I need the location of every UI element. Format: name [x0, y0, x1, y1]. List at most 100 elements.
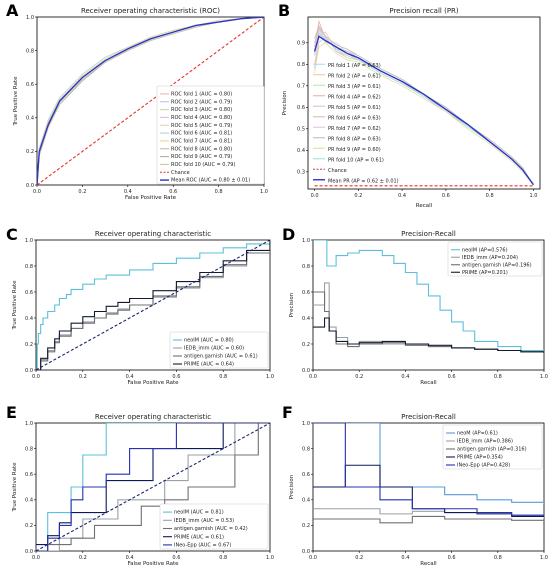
- legend-label: PRIME (AP=0.201): [462, 270, 508, 276]
- y-tick-label: 0.0: [302, 549, 310, 555]
- legend-label: ROC fold 1 (AUC = 0.80): [171, 92, 232, 98]
- legend-label: PR fold 1 (AP = 0.63): [328, 63, 381, 69]
- legend-label: Chance: [171, 170, 190, 176]
- panel-b: B Precision recall (PR) 0.0 0.2 0.4 0.6 0.8 1.0…: [278, 1, 541, 209]
- series-line-5: [36, 423, 270, 551]
- series-group: [313, 423, 544, 524]
- panel-a: A Receiver operating characteristic (ROC)…: [6, 1, 268, 201]
- x-tick-label: 0.8: [494, 555, 502, 561]
- panel-f: F Precision-Recall 0.0 0.2 0.4 0.6 0.8 1.0 0.0 0.…: [282, 403, 548, 567]
- legend: ROC fold 1 (AUC = 0.80)ROC fold 2 (AUC =…: [156, 85, 265, 185]
- legend: neoIM (AUC = 0.81) IEDB_imm (AUC = 0.53) a…: [159, 503, 269, 550]
- x-tick-label: 0.4: [124, 189, 132, 195]
- legend-label: PRIME (AUC = 0.61): [174, 534, 224, 540]
- chart-title: Precision recall (PR): [389, 7, 459, 15]
- legend-label: ROC fold 3 (AUC = 0.80): [171, 107, 232, 113]
- y-axis-label: Precision: [289, 292, 295, 317]
- legend-box: [156, 85, 265, 185]
- legend-label: antigen.garnish (AP=0.316): [457, 447, 527, 453]
- legend-label: neoM (AP=0.61): [457, 431, 498, 437]
- series-line-7: [314, 26, 534, 185]
- legend-label: ROC fold 2 (AUC = 0.79): [171, 99, 232, 105]
- series-group: [36, 423, 270, 551]
- legend-label: INeo-Epp (AUC = 0.67): [174, 543, 231, 549]
- panel-letter: E: [6, 403, 17, 422]
- x-tick-label: 1.0: [540, 555, 548, 561]
- y-tick-label: 0.6: [302, 472, 310, 478]
- legend-label: IEDB_imm (AP=0.204): [462, 255, 518, 261]
- legend-label: ROC fold 4 (AUC = 0.80): [171, 115, 232, 121]
- legend-label: PRIME (AP=0.354): [457, 455, 503, 461]
- x-tick-label: 0.8: [219, 374, 227, 380]
- x-tick-label: 0.4: [401, 555, 409, 561]
- legend-label: PR fold 6 (AP = 0.63): [328, 115, 381, 121]
- legend-label: PR fold 5 (AP = 0.61): [328, 105, 381, 111]
- legend-label: ROC fold 6 (AUC = 0.81): [171, 131, 232, 137]
- series-group: [313, 240, 544, 354]
- series-line-0: [36, 423, 270, 551]
- y-axis-label: True Positive Rate: [12, 280, 18, 331]
- legend-box: [447, 241, 543, 277]
- y-tick-label: 1.0: [25, 238, 33, 244]
- chart-title: Receiver operating characteristic: [95, 413, 211, 421]
- legend-label: ROC fold 9 (AUC = 0.79): [171, 154, 232, 160]
- x-tick-label: 1.0: [529, 193, 537, 199]
- x-tick-label: 1.0: [540, 374, 548, 380]
- legend-label: antigen.garnish (AP=0.196): [462, 262, 532, 268]
- legend: neoIM (AUC = 0.80) IEDB_imm (AUC = 0.60) a…: [169, 331, 269, 369]
- series-line-0: [313, 423, 544, 504]
- y-tick-label: 0.0: [25, 368, 33, 374]
- legend: neoIM (AP=0.576) IEDB_imm (AP=0.204)antig…: [447, 241, 543, 277]
- legend-label: PR fold 7 (AP = 0.62): [328, 126, 381, 132]
- y-tick-label: 0.8: [302, 264, 310, 270]
- x-tick-label: 0.2: [79, 555, 87, 561]
- y-axis-label: True Positive Rate: [13, 76, 19, 127]
- legend: neoM (AP=0.61) IEDB_imm (AP=0.386) antigen…: [442, 424, 543, 470]
- legend-label: PR fold 9 (AP = 0.60): [328, 147, 381, 153]
- legend-label: neoIM (AP=0.576): [462, 247, 508, 253]
- legend-label: ROC fold 7 (AUC = 0.81): [171, 139, 232, 145]
- y-tick-label: 0.2: [302, 523, 310, 529]
- x-tick-label: 0.8: [486, 193, 494, 199]
- series-group: [36, 240, 270, 370]
- series-group: [313, 19, 534, 187]
- series-group: [37, 17, 264, 185]
- x-tick-label: 0.6: [172, 555, 180, 561]
- x-tick-label: 0.6: [448, 374, 456, 380]
- x-axis-label: Recall: [416, 203, 433, 209]
- y-axis-label: Precision: [282, 90, 288, 115]
- y-tick-label: 0.6: [302, 290, 310, 296]
- series-line-2: [313, 515, 544, 524]
- x-tick-label: 1.0: [260, 189, 268, 195]
- x-tick-label: 0.2: [354, 193, 362, 199]
- x-axis-label: False Positive Rate: [127, 561, 179, 567]
- y-tick-label: 0.2: [302, 342, 310, 348]
- y-tick-label: 0.5: [297, 127, 305, 133]
- legend-label: Mean PR (AP = 0.62 ± 0.01): [328, 178, 399, 184]
- y-tick-label: 1.0: [26, 15, 34, 21]
- y-axis-label: Precision: [289, 474, 295, 499]
- panel-letter: F: [282, 403, 293, 422]
- y-tick-label: 0.0: [25, 549, 33, 555]
- y-tick-label: 0.0: [26, 183, 34, 189]
- legend-label: IEDB_imm (AUC = 0.60): [184, 346, 244, 352]
- x-tick-label: 0.6: [169, 189, 177, 195]
- y-tick-label: 1.0: [25, 421, 33, 427]
- legend-label: PR fold 3 (AP = 0.61): [328, 84, 381, 90]
- chart-title: Receiver operating characteristic (ROC): [81, 7, 220, 15]
- legend-box: [442, 424, 543, 470]
- legend-label: INeo-Epp (AP=0.428): [457, 463, 510, 469]
- y-tick-label: 0.8: [302, 446, 310, 452]
- legend-box: [159, 503, 269, 550]
- series-line-8: [314, 42, 534, 185]
- legend-label: Chance: [328, 168, 347, 174]
- x-tick-label: 0.0: [311, 193, 319, 199]
- panel-letter: B: [278, 1, 290, 20]
- y-tick-label: 0.3: [297, 170, 305, 176]
- series-line-2: [36, 423, 270, 551]
- legend-label: PR fold 10 (AP = 0.61): [328, 157, 384, 163]
- series-line-11: [313, 35, 534, 186]
- panel-c: C Receiver operating characteristic 0.0 0.2…: [6, 225, 274, 386]
- y-tick-label: 0.4: [26, 116, 34, 122]
- y-axis-label: True Positive Rate: [12, 462, 18, 513]
